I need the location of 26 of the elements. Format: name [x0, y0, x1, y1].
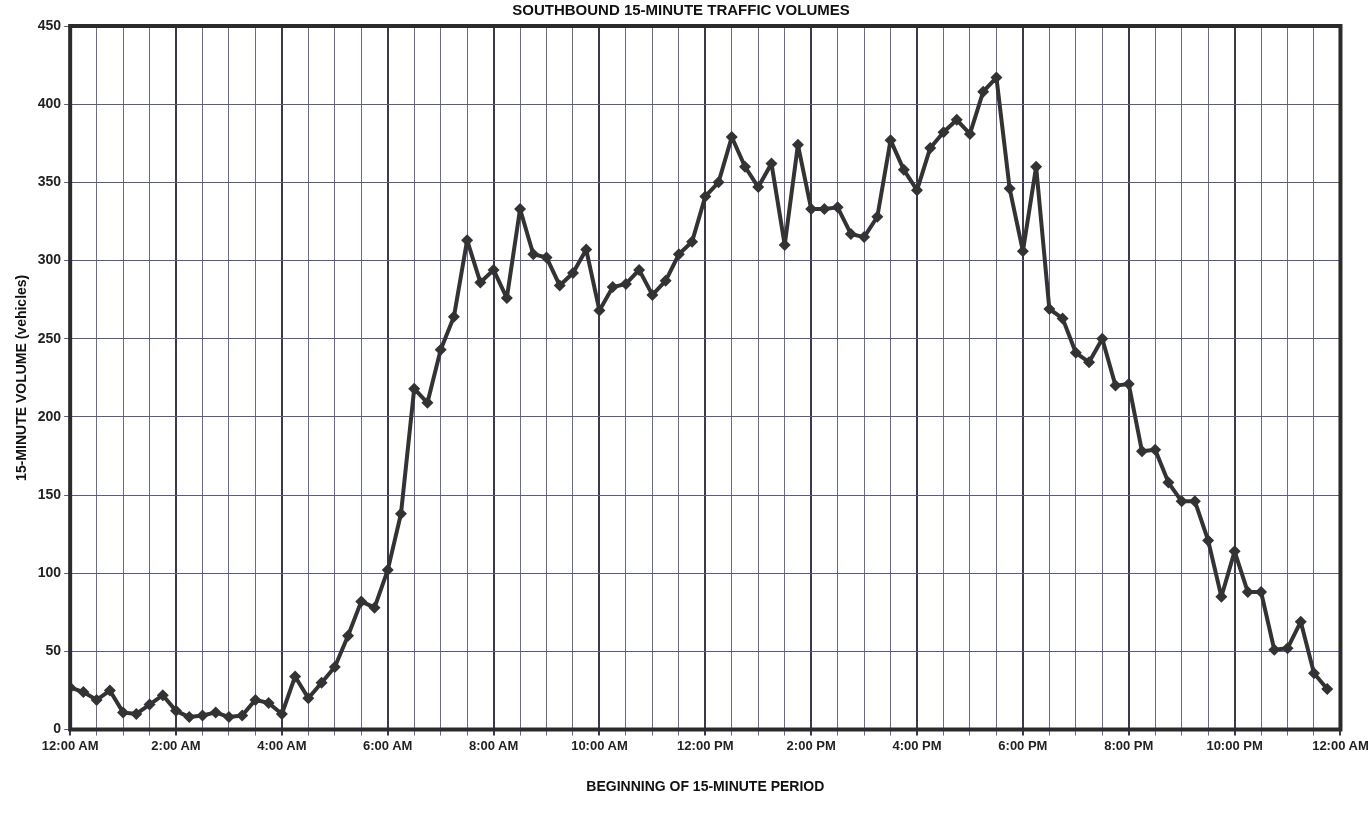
y-tick-label: 200 — [37, 407, 62, 424]
x-axis-title: BEGINNING OF 15-MINUTE PERIOD — [586, 778, 825, 795]
y-tick-label: 100 — [37, 564, 62, 581]
x-tick-label: 8:00 AM — [468, 737, 519, 753]
x-tick-label: 12:00 AM — [41, 737, 99, 753]
x-tick-label: 10:00 AM — [571, 737, 628, 753]
x-tick-label: 4:00 AM — [257, 737, 307, 753]
chart-title: SOUTHBOUND 15-MINUTE TRAFFIC VOLUMES — [512, 1, 850, 19]
y-axis-title: 15-MINUTE VOLUME (vehicles) — [13, 274, 30, 481]
x-tick-label: 8:00 PM — [1104, 737, 1154, 753]
y-tick-label: 300 — [37, 251, 62, 268]
x-tick-label: 4:00 PM — [892, 737, 942, 753]
x-tick-label: 2:00 PM — [786, 737, 836, 753]
x-tick-label: 12:00 AM — [1312, 737, 1369, 753]
y-tick-label: 0 — [53, 720, 62, 737]
x-tick-label: 6:00 AM — [363, 737, 413, 753]
x-tick-label: 2:00 AM — [151, 737, 201, 753]
x-tick-label: 12:00 PM — [677, 737, 734, 753]
y-tick-label: 150 — [37, 485, 62, 502]
y-tick-label: 250 — [37, 329, 62, 346]
y-tick-label: 50 — [45, 642, 62, 659]
y-tick-label: 400 — [37, 95, 62, 112]
y-tick-label: 450 — [37, 16, 62, 33]
x-tick-label: 10:00 PM — [1206, 737, 1263, 753]
y-tick-label: 350 — [37, 173, 62, 190]
x-tick-label: 6:00 PM — [998, 737, 1048, 753]
